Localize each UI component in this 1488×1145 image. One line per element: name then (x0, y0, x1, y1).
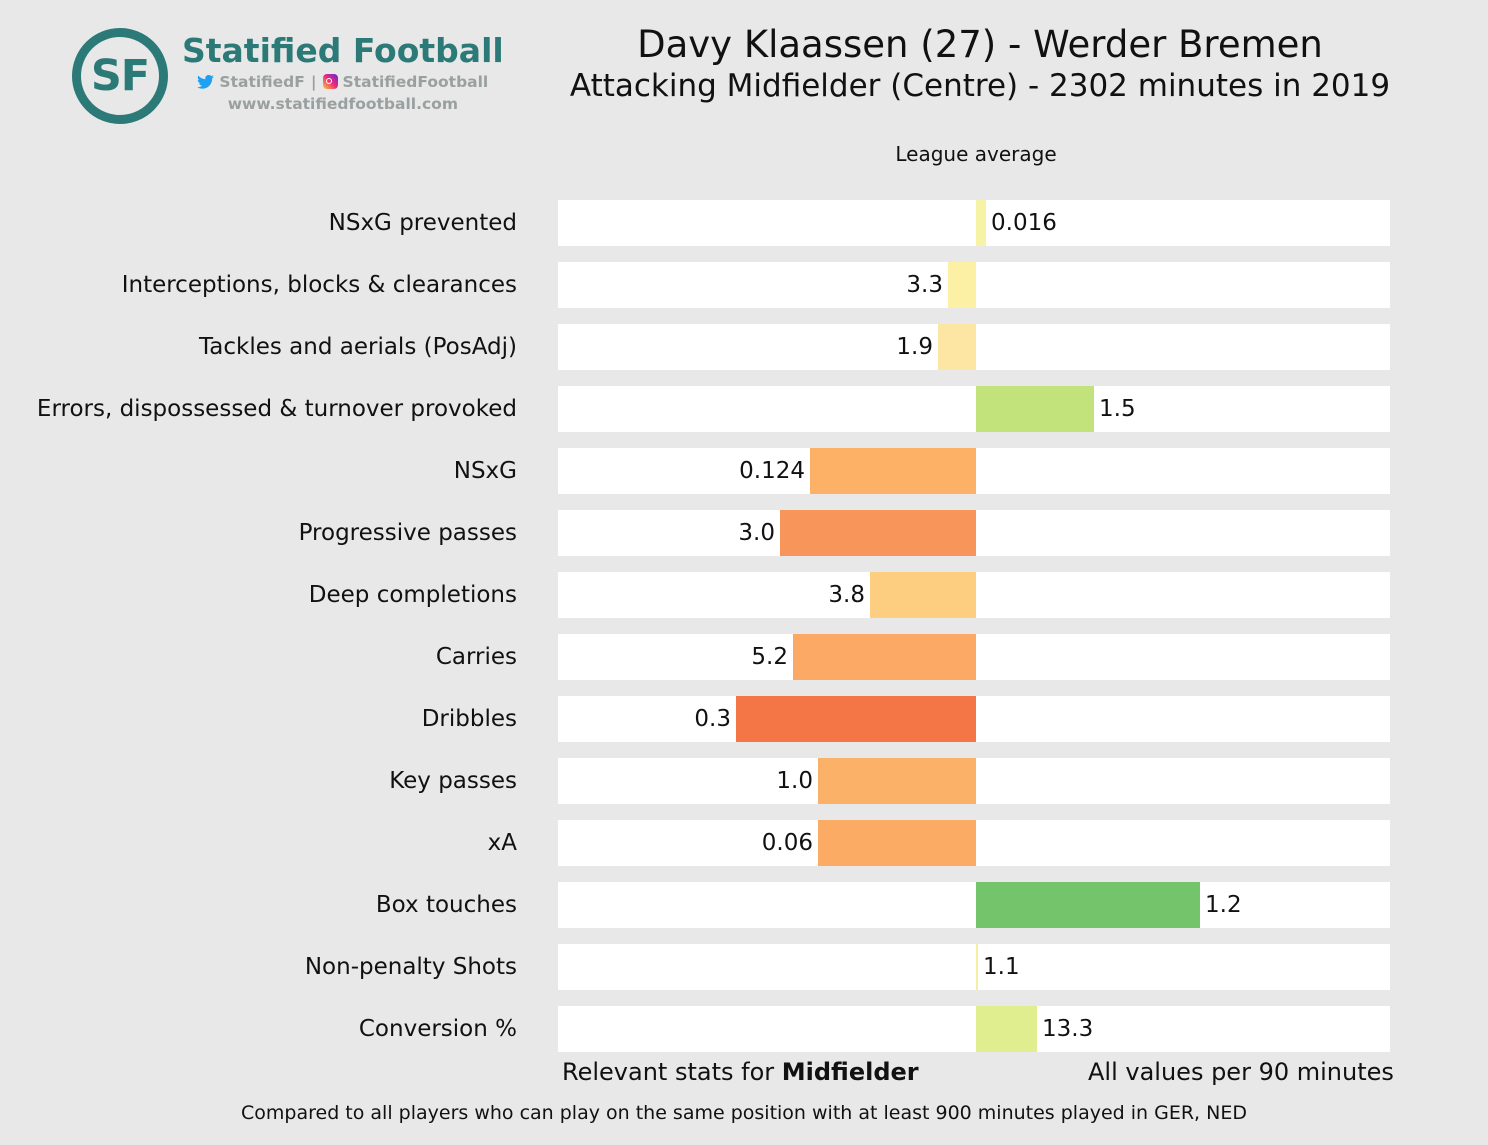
stat-row-label: Progressive passes (298, 520, 517, 546)
stat-row: Box touches 1.2 (0, 882, 1488, 928)
stat-bar-value: 0.124 (739, 458, 805, 484)
stat-row-label: Dribbles (421, 706, 517, 732)
stat-bar-value: 1.1 (983, 954, 1020, 980)
stat-bar-value: 1.2 (1205, 892, 1242, 918)
stat-bar (818, 758, 976, 804)
stat-row-track: 0.06 (558, 820, 1390, 866)
stat-row-track: 5.2 (558, 634, 1390, 680)
stat-row: NSxG 0.124 (0, 448, 1488, 494)
stat-row-label: Box touches (375, 892, 517, 918)
stat-bar (976, 882, 1200, 928)
stat-bar (976, 944, 978, 990)
stat-bar-value: 13.3 (1042, 1016, 1094, 1042)
stat-row: Progressive passes 3.0 (0, 510, 1488, 556)
twitter-handle: StatifiedF (219, 72, 305, 91)
stat-row-label: NSxG (453, 458, 517, 484)
brand-website-url: www.statifiedfootball.com (227, 94, 458, 113)
stat-row-track: 13.3 (558, 1006, 1390, 1052)
social-separator: | (310, 72, 317, 91)
stat-row: Conversion % 13.3 (0, 1006, 1488, 1052)
title-block: Davy Klaassen (27) - Werder Bremen Attac… (500, 22, 1460, 106)
footer-per-90-note: All values per 90 minutes (1088, 1058, 1394, 1086)
brand-text-block: Statified Football StatifiedF | Statifie… (182, 28, 504, 113)
stat-row-track: 1.1 (558, 944, 1390, 990)
stat-row-track: 0.016 (558, 200, 1390, 246)
stat-bar-value: 0.016 (991, 210, 1057, 236)
stat-bar-value: 1.9 (896, 334, 933, 360)
stat-bar (818, 820, 976, 866)
stat-row-label: Deep completions (308, 582, 517, 608)
stat-row: Tackles and aerials (PosAdj) 1.9 (0, 324, 1488, 370)
stat-row-track: 1.5 (558, 386, 1390, 432)
chart-footer: Relevant stats for Midfielder All values… (0, 1058, 1488, 1145)
brand-social-handles: StatifiedF | StatifiedFootball (182, 73, 504, 91)
stat-row: Carries 5.2 (0, 634, 1488, 680)
stat-bar (870, 572, 976, 618)
stat-row-track: 0.3 (558, 696, 1390, 742)
stat-row: Key passes 1.0 (0, 758, 1488, 804)
chart-subtitle: Attacking Midfielder (Centre) - 2302 min… (569, 68, 1391, 105)
stat-bar (976, 200, 986, 246)
stat-row: NSxG prevented 0.016 (0, 200, 1488, 246)
stat-bar-value: 3.0 (738, 520, 775, 546)
stat-bar-value: 3.8 (828, 582, 865, 608)
stat-bar-value: 5.2 (751, 644, 788, 670)
stat-row-label: Non-penalty Shots (304, 954, 517, 980)
stat-bar-value: 0.3 (694, 706, 731, 732)
logo-initials: SF (90, 50, 150, 101)
instagram-icon (322, 74, 338, 90)
statified-football-logo: SF (72, 28, 168, 124)
stat-row: Dribbles 0.3 (0, 696, 1488, 742)
stat-row-track: 3.3 (558, 262, 1390, 308)
stat-row-track: 0.124 (558, 448, 1390, 494)
stat-bar (780, 510, 976, 556)
stat-row: Interceptions, blocks & clearances 3.3 (0, 262, 1488, 308)
stat-row-track: 1.2 (558, 882, 1390, 928)
brand-block: SF Statified Football StatifiedF | Stati… (72, 28, 504, 124)
chart-title: Davy Klaassen (27) - Werder Bremen (637, 23, 1323, 66)
stat-bar-value: 1.5 (1099, 396, 1136, 422)
stat-row-label: Conversion % (358, 1016, 517, 1042)
footer-left-prefix: Relevant stats for (562, 1058, 782, 1086)
stat-row-track: 1.9 (558, 324, 1390, 370)
instagram-handle: StatifiedFootball (342, 72, 489, 91)
stat-row-track: 3.8 (558, 572, 1390, 618)
stat-row-label: xA (487, 830, 517, 856)
stat-bar-value: 3.3 (906, 272, 943, 298)
stat-bar (948, 262, 976, 308)
stat-bar (976, 1006, 1037, 1052)
chart-header: SF Statified Football StatifiedF | Stati… (0, 0, 1488, 180)
stat-row-label: Interceptions, blocks & clearances (121, 272, 517, 298)
stat-row-label: Carries (435, 644, 517, 670)
stat-bar (793, 634, 976, 680)
stat-bar (736, 696, 976, 742)
stat-bar-value: 1.0 (776, 768, 813, 794)
stat-row: Deep completions 3.8 (0, 572, 1488, 618)
brand-name: Statified Football (182, 31, 504, 70)
stat-bar (810, 448, 976, 494)
league-average-label: League average (895, 142, 1057, 166)
stat-bar-value: 0.06 (761, 830, 813, 856)
stat-row-label: Errors, dispossessed & turnover provoked (36, 396, 517, 422)
footer-relevant-stats: Relevant stats for Midfielder (562, 1058, 919, 1086)
stat-row: Errors, dispossessed & turnover provoked… (0, 386, 1488, 432)
stat-row-track: 1.0 (558, 758, 1390, 804)
stat-row: xA 0.06 (0, 820, 1488, 866)
stat-row-label: Tackles and aerials (PosAdj) (199, 334, 517, 360)
twitter-icon (197, 74, 215, 89)
footer-left-emphasis: Midfielder (781, 1058, 919, 1086)
percentile-bar-chart: NSxG prevented 0.016 Interceptions, blocks… (0, 196, 1488, 1064)
stat-bar (976, 386, 1094, 432)
footer-comparison-note: Compared to all players who can play on … (241, 1102, 1247, 1124)
stat-bar (938, 324, 976, 370)
stat-row-track: 3.0 (558, 510, 1390, 556)
stat-row: Non-penalty Shots 1.1 (0, 944, 1488, 990)
stat-row-label: NSxG prevented (328, 210, 517, 236)
stat-row-label: Key passes (389, 768, 517, 794)
